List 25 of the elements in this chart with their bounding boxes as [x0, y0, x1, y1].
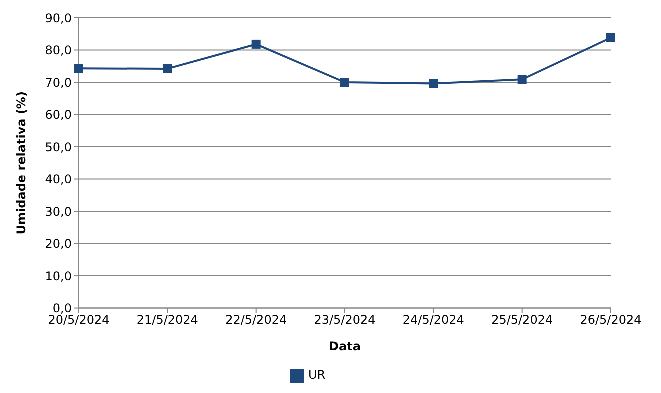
x-tick-label: 25/5/2024	[492, 312, 554, 327]
point	[252, 40, 261, 49]
y-tick-label: 40,0	[45, 172, 72, 187]
x-tick-label: 26/5/2024	[580, 312, 642, 327]
point	[74, 64, 84, 74]
legend-label: UR	[308, 368, 326, 382]
x-tick-label: 22/5/2024	[226, 312, 288, 327]
point	[606, 33, 616, 42]
y-axis-title: Umidade relativa (%)	[14, 92, 28, 235]
x-tick-label: 24/5/2024	[402, 312, 464, 327]
y-tick-label: 80,0	[45, 44, 72, 58]
y-tick-label: 70,0	[45, 76, 72, 90]
x-tick-label: 23/5/2024	[314, 312, 376, 327]
y-tick-label: 10,0	[45, 269, 72, 284]
point	[163, 64, 172, 74]
y-tick-label: 60,0	[45, 108, 72, 122]
point	[429, 79, 438, 88]
y-tick-label: 90,0	[45, 11, 72, 26]
x-axis-title: Data	[329, 339, 361, 354]
y-tick-label: 50,0	[45, 140, 72, 154]
y-tick-label: 30,0	[45, 204, 72, 219]
point	[518, 75, 527, 84]
x-tick-label: 21/5/2024	[136, 312, 198, 327]
y-tick-label: 20,0	[45, 237, 72, 252]
point	[340, 78, 350, 88]
